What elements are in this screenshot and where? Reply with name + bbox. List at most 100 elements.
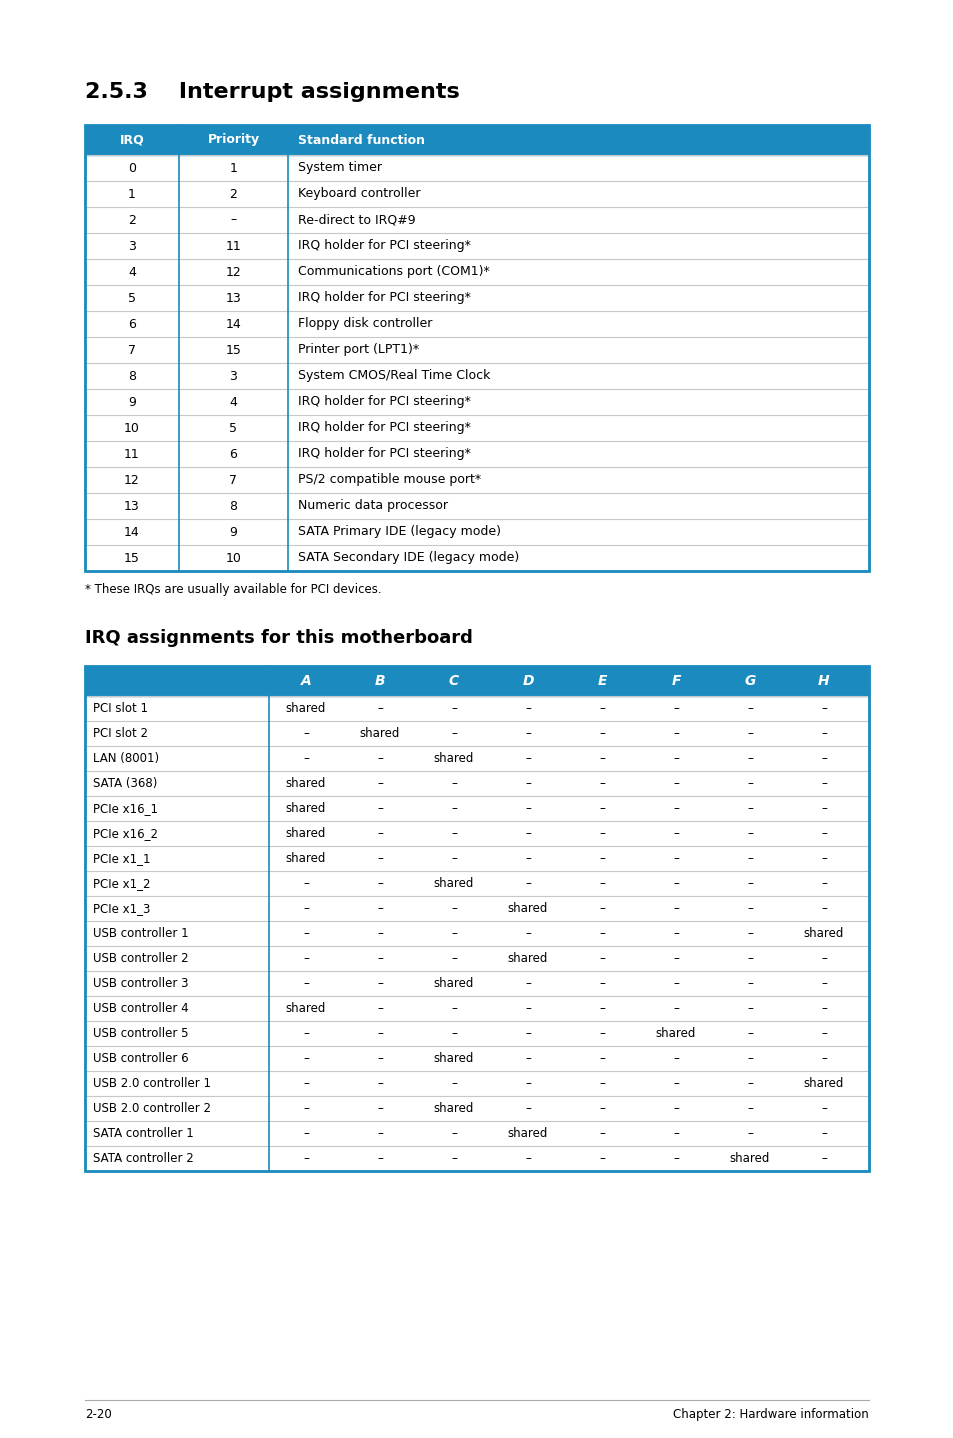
Text: –: – [598,877,604,890]
Text: –: – [598,777,604,789]
Text: –: – [673,851,679,866]
Bar [85,1021,868,1045]
Text: –: – [821,728,826,741]
Text: –: – [598,1027,604,1040]
Text: –: – [376,1027,382,1040]
Text: –: – [303,928,309,940]
Text: –: – [376,851,382,866]
Text: –: – [524,877,531,890]
Text: –: – [746,1077,752,1090]
Text: –: – [524,1077,531,1090]
Text: 14: 14 [124,525,140,538]
Text: –: – [746,976,752,989]
Text: 7: 7 [128,344,136,357]
Text: shared: shared [729,1152,769,1165]
Text: –: – [524,777,531,789]
Text: F: F [671,674,680,687]
Text: B: B [375,674,385,687]
Text: IRQ holder for PCI steering*: IRQ holder for PCI steering* [297,292,471,305]
Text: –: – [524,851,531,866]
Text: USB controller 2: USB controller 2 [92,952,189,965]
Text: 14: 14 [226,318,241,331]
Text: –: – [598,928,604,940]
Bar [85,233,868,259]
Text: –: – [821,1152,826,1165]
Text: –: – [376,752,382,765]
Text: PCI slot 1: PCI slot 1 [92,702,148,715]
Text: –: – [673,877,679,890]
Text: PCI slot 2: PCI slot 2 [92,728,148,741]
Text: Printer port (LPT1)*: Printer port (LPT1)* [297,344,418,357]
Bar [85,362,868,390]
Text: –: – [673,1127,679,1140]
Text: –: – [524,1002,531,1015]
Text: 2: 2 [128,213,135,227]
Text: –: – [598,1152,604,1165]
Text: –: – [376,1152,382,1165]
Text: IRQ holder for PCI steering*: IRQ holder for PCI steering* [297,447,471,460]
Text: 12: 12 [226,266,241,279]
Text: SATA controller 2: SATA controller 2 [92,1152,193,1165]
Text: 10: 10 [124,421,140,434]
Text: –: – [673,1152,679,1165]
Text: USB controller 5: USB controller 5 [92,1027,189,1040]
Text: System CMOS/Real Time Clock: System CMOS/Real Time Clock [297,370,490,383]
Text: –: – [821,752,826,765]
Bar [85,696,868,720]
Text: Chapter 2: Hardware information: Chapter 2: Hardware information [673,1408,868,1421]
Bar [85,1122,868,1146]
Text: –: – [598,1102,604,1114]
Text: –: – [303,976,309,989]
Text: –: – [821,952,826,965]
Text: –: – [821,1027,826,1040]
Text: PCIe x16_2: PCIe x16_2 [92,827,158,840]
Text: Keyboard controller: Keyboard controller [297,187,420,200]
Text: 4: 4 [128,266,135,279]
Text: –: – [746,752,752,765]
Text: –: – [746,802,752,815]
Bar [85,1071,868,1096]
Text: –: – [376,877,382,890]
Text: SATA controller 1: SATA controller 1 [92,1127,193,1140]
Text: –: – [673,902,679,915]
Text: –: – [821,702,826,715]
Text: –: – [303,1027,309,1040]
Text: –: – [598,752,604,765]
Text: * These IRQs are usually available for PCI devices.: * These IRQs are usually available for P… [85,582,381,595]
Text: 5: 5 [128,292,136,305]
Text: –: – [821,777,826,789]
Text: –: – [376,1102,382,1114]
Bar [85,946,868,971]
Text: USB controller 4: USB controller 4 [92,1002,189,1015]
Text: Floppy disk controller: Floppy disk controller [297,318,432,331]
Bar [85,997,868,1021]
Text: –: – [746,902,752,915]
Text: 2: 2 [230,187,237,200]
Text: Standard function: Standard function [297,134,424,147]
Text: –: – [746,777,752,789]
Bar [85,1146,868,1171]
Text: –: – [746,702,752,715]
Text: –: – [821,851,826,866]
Text: shared: shared [434,976,474,989]
Text: –: – [376,777,382,789]
Bar [85,441,868,467]
Bar [85,207,868,233]
Text: shared: shared [286,851,326,866]
Text: 8: 8 [230,499,237,512]
Bar [85,181,868,207]
Text: –: – [746,952,752,965]
Bar [85,821,868,846]
Text: H: H [818,674,829,687]
Text: –: – [673,752,679,765]
Bar [85,846,868,871]
Text: –: – [303,752,309,765]
Text: –: – [821,877,826,890]
Text: 13: 13 [124,499,140,512]
Text: LAN (8001): LAN (8001) [92,752,159,765]
Text: –: – [303,1077,309,1090]
Text: –: – [451,1077,456,1090]
Bar [85,797,868,821]
Text: –: – [376,976,382,989]
Bar [85,155,868,181]
